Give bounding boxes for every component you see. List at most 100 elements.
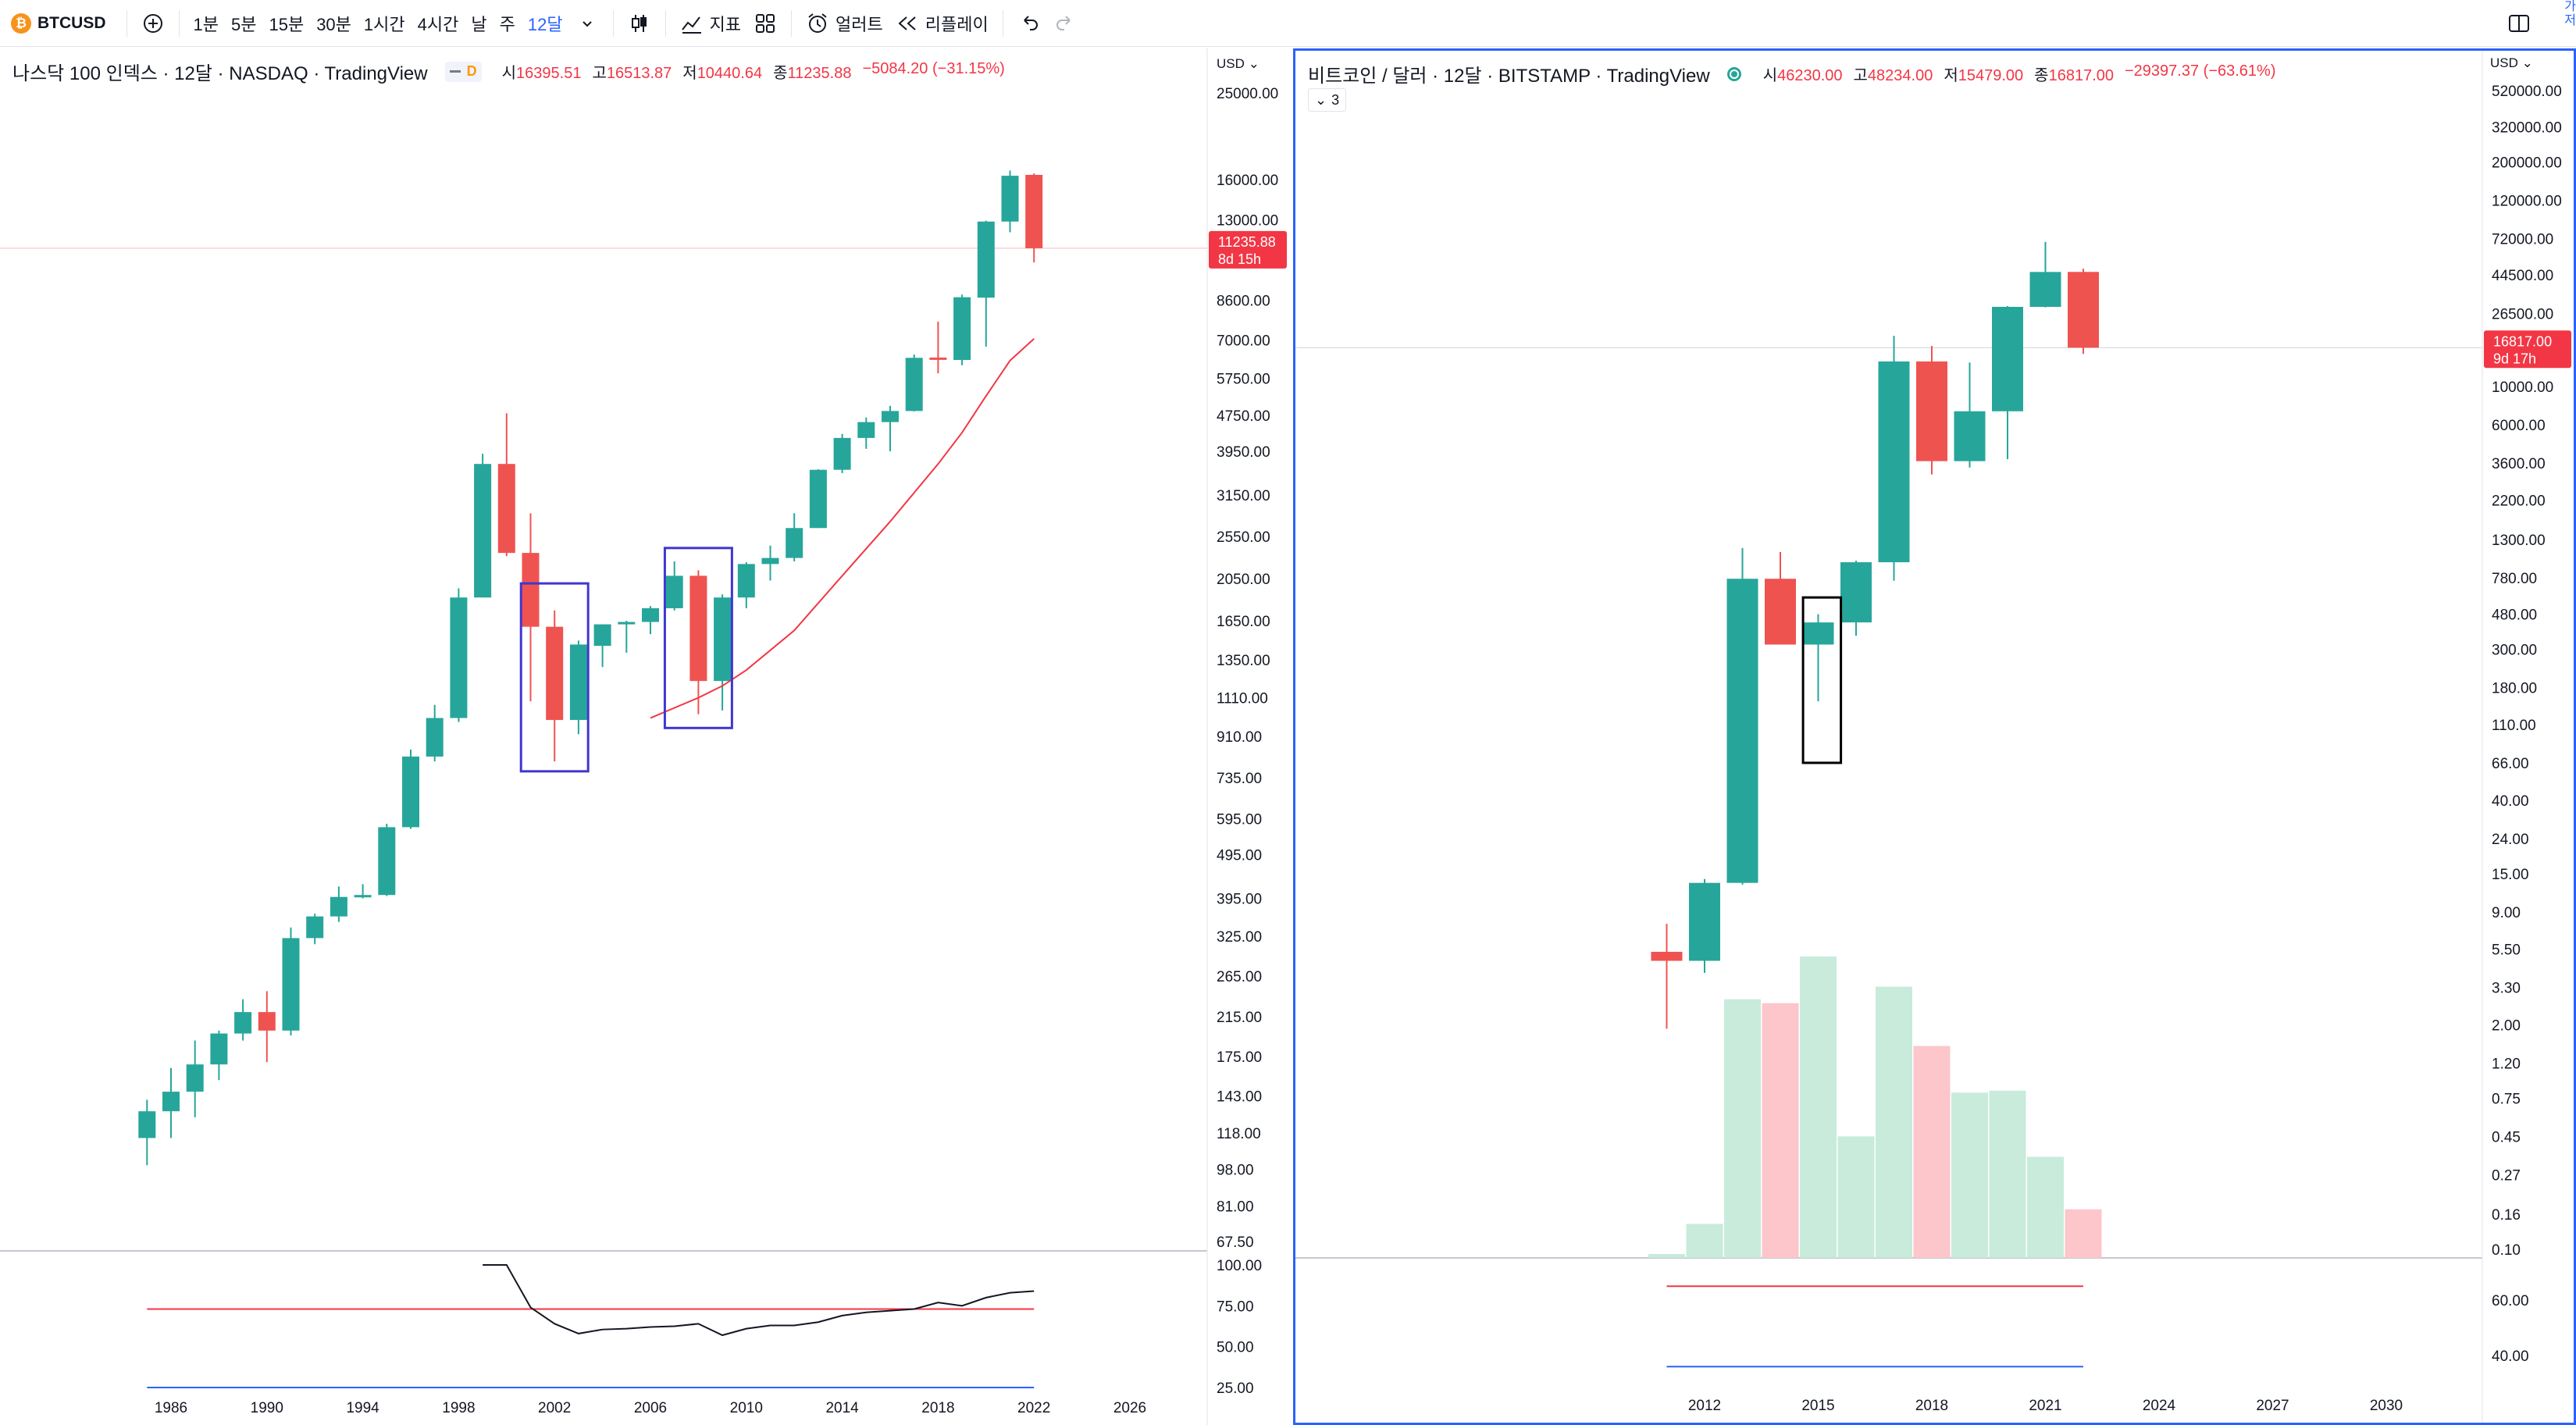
redo-button[interactable]: [1047, 6, 1083, 41]
volume-bar: [1686, 1224, 1723, 1258]
indicators-button[interactable]: 지표: [674, 6, 747, 41]
candle-body: [354, 895, 372, 898]
oscillator-axis-tick: 25.00: [1217, 1380, 1254, 1397]
chart-type-button[interactable]: [622, 6, 657, 41]
low-label: 저: [682, 65, 697, 82]
change-value: −5084.20 (−31.15%): [862, 60, 1005, 77]
time-axis-tick: 2027: [2256, 1398, 2289, 1414]
candle-body: [882, 411, 899, 422]
top-toolbar: ₿ BTCUSD 1분 5분 15분 30분 1시간 4시간 날 주 12달 지표: [0, 0, 2576, 47]
bitcoin-logo-icon: ₿: [11, 12, 31, 34]
time-axis-tick: 2014: [825, 1400, 859, 1416]
price-axis-tick: 520000.00: [2492, 84, 2562, 100]
candle-body: [1689, 882, 1720, 961]
indicator-count: 3: [1331, 91, 1340, 108]
data-status-badge[interactable]: D: [444, 61, 482, 82]
oscillator-axis-tick: 75.00: [1217, 1299, 1254, 1315]
candle-body: [1954, 411, 1986, 461]
time-axis-tick: 2018: [921, 1400, 954, 1416]
interval-button[interactable]: 4시간: [417, 14, 459, 34]
candle-body: [1840, 562, 1872, 623]
candle-body: [1992, 307, 2023, 411]
price-axis-tick: 175.00: [1217, 1049, 1262, 1066]
interval-button[interactable]: 5분: [230, 14, 257, 34]
price-axis-tick: 40.00: [2492, 793, 2529, 810]
candle-body: [642, 607, 659, 622]
price-axis-tick: 2200.00: [2492, 493, 2546, 509]
toolbar-divider: [612, 9, 614, 37]
compare-symbol-button[interactable]: [135, 6, 171, 41]
interval-button[interactable]: 날: [471, 14, 487, 34]
price-axis-tick: 120000.00: [2492, 194, 2562, 210]
volume-bar: [1951, 1092, 1988, 1258]
interval-button[interactable]: 1시간: [363, 14, 405, 34]
candle-body: [833, 437, 851, 470]
alert-button[interactable]: 얼러트: [800, 6, 889, 41]
layouts-button[interactable]: [747, 6, 783, 41]
candle-body: [306, 916, 324, 939]
chart-pane-bitcoin[interactable]: 520000.00 320000.00 200000.00 120000.00 7200…: [1293, 48, 2576, 1425]
candle-body: [977, 221, 995, 298]
high-label: 고: [592, 65, 607, 82]
price-axis-tick: 595.00: [1217, 812, 1262, 828]
low-value: 15479.00: [1958, 67, 2024, 84]
candle-body: [402, 756, 419, 828]
chevron-down-icon: ⌄: [1315, 91, 1327, 108]
price-axis-tick: 1300.00: [2492, 533, 2546, 549]
price-axis-tick: 16000.00: [1217, 173, 1278, 189]
price-axis-tick: 81.00: [1217, 1199, 1254, 1216]
price-axis-tick: 1110.00: [1217, 691, 1268, 707]
volume-bar: [1762, 1003, 1799, 1258]
time-axis-tick: 1994: [346, 1400, 379, 1416]
candle-body: [857, 422, 875, 438]
close-label: 종: [2034, 67, 2049, 84]
bitcoin-ohlc: 시46230.00 고48234.00 저15479.00 종16817.00 …: [1763, 62, 2276, 85]
last-price-tag-countdown: 8d 15h: [1218, 251, 1261, 267]
alarm-clock-icon: [806, 12, 829, 35]
price-axis-tick: 265.00: [1217, 969, 1262, 985]
price-axis-tick: 320000.00: [2492, 120, 2562, 137]
currency-selector[interactable]: USD ⌄: [1217, 56, 1259, 72]
candle-body: [234, 1012, 252, 1034]
close-label: 종: [773, 65, 788, 82]
chart-pane-nasdaq[interactable]: 25000.00 16000.00 13000.00 8600.00 7000.00 57…: [0, 48, 1288, 1425]
layout-split-button[interactable]: [2501, 6, 2537, 41]
indicator-collapse-button[interactable]: ⌄ 3: [1308, 88, 1347, 112]
volume-bar: [1648, 1254, 1685, 1258]
price-axis-tick: 5.50: [2492, 942, 2521, 958]
rewind-icon: [896, 12, 919, 35]
replay-button[interactable]: 리플레이: [889, 6, 995, 41]
last-price-tag-value: 16817.00: [2493, 333, 2552, 349]
price-axis-tick: 735.00: [1217, 771, 1262, 787]
volume-bar: [1837, 1136, 1875, 1258]
symbol-search-button[interactable]: ₿ BTCUSD: [11, 6, 119, 41]
price-axis-tick: 3600.00: [2492, 456, 2546, 472]
interval-button[interactable]: 주: [499, 14, 515, 34]
price-axis-tick: 180.00: [2492, 681, 2537, 697]
volume-bar: [1989, 1090, 2026, 1258]
time-axis-tick: 2024: [2143, 1398, 2176, 1414]
price-axis-tick: 0.75: [2492, 1092, 2521, 1108]
nasdaq-chart-canvas[interactable]: 25000.00 16000.00 13000.00 8600.00 7000.00 57…: [0, 48, 1288, 1425]
candle-body: [162, 1092, 180, 1112]
interval-button[interactable]: 1분: [193, 14, 219, 34]
moving-average-line: [650, 338, 1035, 719]
price-axis-tick: 395.00: [1217, 892, 1262, 908]
currency-selector[interactable]: USD ⌄: [2490, 55, 2533, 71]
interval-dropdown-button[interactable]: [569, 6, 605, 41]
price-axis-tick: 215.00: [1217, 1010, 1262, 1026]
interval-button[interactable]: 30분: [316, 14, 351, 34]
interval-button[interactable]: 12달: [527, 14, 563, 34]
time-axis-tick: 1990: [251, 1400, 283, 1416]
interval-button[interactable]: 15분: [269, 14, 305, 34]
undo-button[interactable]: [1011, 6, 1047, 41]
candle-body: [618, 622, 636, 625]
volume-bar: [1724, 999, 1761, 1258]
bitcoin-chart-canvas[interactable]: 520000.00 320000.00 200000.00 120000.00 7200…: [1295, 51, 2574, 1423]
undo-icon: [1017, 12, 1041, 35]
price-axis-tick: 25000.00: [1217, 86, 1278, 102]
price-axis-tick: 66.00: [2492, 756, 2529, 772]
indicators-icon: [680, 12, 704, 35]
oscillator-axis-tick: 50.00: [1217, 1340, 1254, 1356]
